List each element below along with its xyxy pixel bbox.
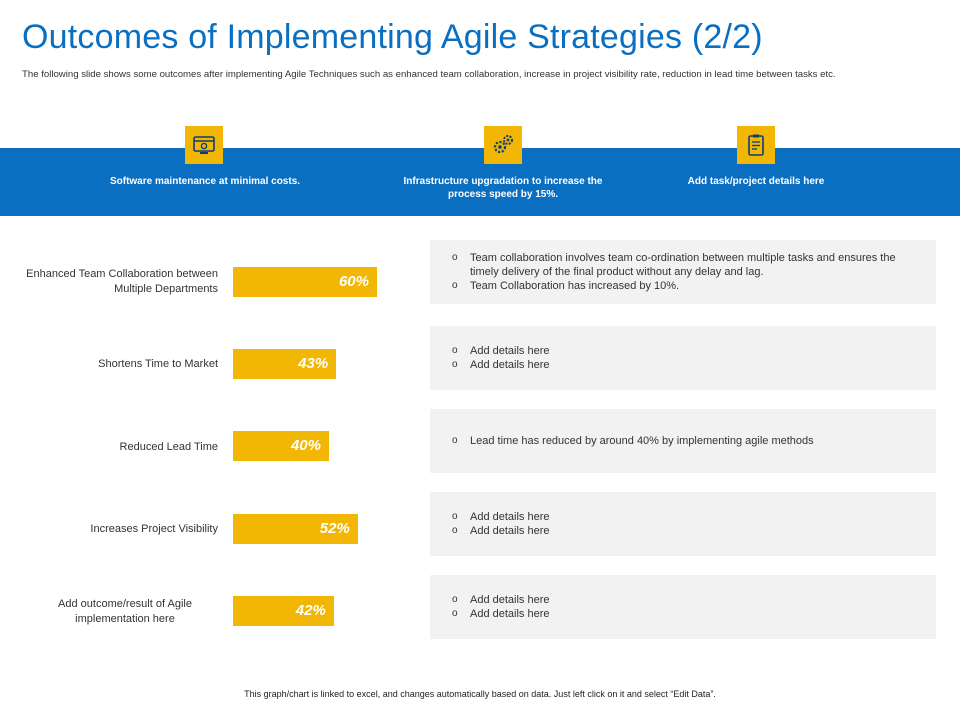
detail-box: Lead time has reduced by around 40% by i… <box>430 409 936 473</box>
bar-category-label: Add outcome/result of Agile implementati… <box>58 598 192 625</box>
bar: 60% <box>233 267 377 297</box>
page-subtitle: The following slide shows some outcomes … <box>22 69 836 80</box>
page-title: Outcomes of Implementing Agile Strategie… <box>22 18 763 56</box>
monitor-gear-icon <box>185 126 223 164</box>
bar: 40% <box>233 431 329 461</box>
detail-bullet: Lead time has reduced by around 40% by i… <box>452 434 814 448</box>
bar-category-label: Increases Project Visibility <box>90 522 218 535</box>
bar: 43% <box>233 349 337 379</box>
detail-bullet: Add details here <box>452 344 550 358</box>
detail-box: Add details here Add details here <box>430 575 936 639</box>
detail-bullet: Add details here <box>452 593 550 607</box>
gears-icon <box>484 126 522 164</box>
feature-band <box>0 148 960 216</box>
detail-box: Add details here Add details here <box>430 326 936 390</box>
bar-value-label: 43% <box>298 355 329 372</box>
detail-box: Add details here Add details here <box>430 492 936 556</box>
detail-bullet: Add details here <box>452 524 550 538</box>
detail-bullet: Add details here <box>452 607 550 621</box>
detail-bullet: Team collaboration involves team co-ordi… <box>452 251 918 279</box>
bar-value-label: 60% <box>338 273 369 290</box>
bar: 52% <box>233 514 358 544</box>
detail-bullet: Add details here <box>452 510 550 524</box>
detail-box: Team collaboration involves team co-ordi… <box>430 240 936 304</box>
bar-value-label: 42% <box>295 602 326 619</box>
feature-label-1: Software maintenance at minimal costs. <box>109 176 301 187</box>
clipboard-icon <box>737 126 775 164</box>
bar-value-label: 40% <box>290 437 321 454</box>
feature-label-3: Add task/project details here <box>687 176 825 187</box>
bar-category-label: Enhanced Team Collaboration between Mult… <box>26 268 218 295</box>
detail-bullet: Team Collaboration has increased by 10%. <box>452 279 918 293</box>
bar-category-label: Shortens Time to Market <box>98 357 218 370</box>
bar: 42% <box>233 596 334 626</box>
feature-label-2: Infrastructure upgradation to increase t… <box>403 176 603 200</box>
bar-category-label: Reduced Lead Time <box>119 440 218 453</box>
bar-value-label: 52% <box>319 520 350 537</box>
footer-note: This graph/chart is linked to excel, and… <box>244 689 716 699</box>
detail-bullet: Add details here <box>452 358 550 372</box>
